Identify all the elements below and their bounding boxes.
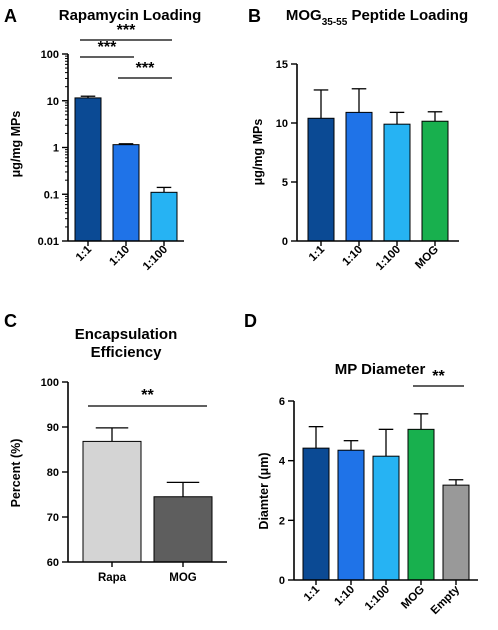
bar-1-1 [74, 97, 102, 242]
panel-a-rapamycin-loading: A Rapamycin Loading μg/mg MPs 0.01 0.1 1 10 1… [4, 6, 201, 273]
chart-title: Rapamycin Loading [59, 7, 202, 24]
bar-rapa [82, 440, 142, 563]
y-axis-label: μg/mg MPs [251, 119, 265, 186]
significance-label: ** [432, 368, 445, 385]
chart-title-line-1: Encapsulation [75, 326, 178, 343]
panel-letter-b: B [248, 6, 261, 26]
x-tick-label: MOG [169, 572, 197, 584]
x-tick-label: 1:1 [307, 243, 328, 264]
title-main: MOG [286, 7, 322, 24]
y-tick-label: 100 [41, 377, 59, 389]
bar-empty [442, 484, 470, 581]
x-tick-label: 1:100 [141, 244, 170, 273]
bar-1-100 [372, 455, 400, 581]
significance-label: *** [136, 60, 155, 77]
x-tick-label: Rapa [98, 572, 127, 584]
bar-mog [421, 120, 449, 242]
title-subscript: 35-55 [322, 17, 348, 28]
bar-1-100 [150, 191, 178, 242]
x-tick-label: 1:1 [302, 583, 323, 604]
y-axis-label: μg/mg MPs [9, 111, 23, 178]
bar-1-10 [345, 111, 373, 242]
x-tick-label: 1:10 [340, 244, 365, 269]
y-tick-label: 4 [279, 456, 286, 468]
y-tick-label: 5 [282, 177, 288, 189]
chart-title-line-2: Efficiency [91, 344, 163, 361]
y-tick-label: 10 [47, 96, 59, 108]
x-tick-label: MOG [399, 584, 427, 612]
panel-letter-c: C [4, 311, 17, 331]
bar-1-1 [307, 117, 335, 242]
x-tick-label: 1:1 [74, 243, 95, 264]
bar-1-10 [337, 449, 365, 581]
x-tick-label: 1:100 [363, 584, 392, 613]
y-tick-label: 90 [47, 422, 59, 434]
chart-title: MP Diameter [335, 361, 426, 378]
x-tick-label: 1:10 [107, 244, 132, 269]
panel-d-mp-diameter: D MP Diameter Diamter (μm) 0 2 4 6 1:1 1:10 1:1… [244, 311, 478, 617]
y-tick-label: 0.1 [44, 189, 59, 201]
y-tick-label: 0.01 [38, 236, 59, 248]
significance-label: ** [141, 387, 154, 404]
panel-c-encapsulation-efficiency: C Encapsulation Efficiency Percent (%) 60… [4, 311, 227, 584]
bar-mog [407, 428, 435, 581]
y-axis-label: Diamter (μm) [257, 452, 271, 529]
y-tick-label: 80 [47, 467, 59, 479]
x-tick-label: MOG [413, 244, 441, 272]
bar-mog [153, 496, 213, 563]
y-axis-label: Percent (%) [9, 439, 23, 508]
bar-1-100 [383, 123, 411, 242]
panel-letter-a: A [4, 6, 17, 26]
x-tick-label: 1:10 [332, 584, 357, 609]
y-tick-label: 60 [47, 557, 59, 569]
y-tick-label: 6 [279, 396, 285, 408]
y-tick-label: 0 [279, 575, 285, 587]
panel-letter-d: D [244, 311, 257, 331]
chart-title: MOG35-55 Peptide Loading [286, 7, 468, 28]
y-tick-label: 70 [47, 512, 59, 524]
x-tick-label: 1:100 [374, 244, 403, 273]
y-tick-label: 1 [53, 143, 59, 155]
significance-label: *** [98, 39, 117, 56]
title-suffix: Peptide Loading [347, 7, 468, 24]
y-tick-label: 0 [282, 236, 288, 248]
bar-1-10 [112, 144, 140, 242]
y-tick-label: 2 [279, 515, 285, 527]
significance-label: *** [117, 22, 136, 39]
panel-b-mog-peptide-loading: B MOG35-55 Peptide Loading μg/mg MPs0510… [248, 6, 468, 273]
y-tick-label: 100 [41, 49, 59, 61]
y-tick-label: 10 [276, 118, 288, 130]
bar-1-1 [302, 447, 330, 581]
y-tick-label: 15 [276, 59, 288, 71]
x-tick-label: Empty [429, 583, 463, 617]
